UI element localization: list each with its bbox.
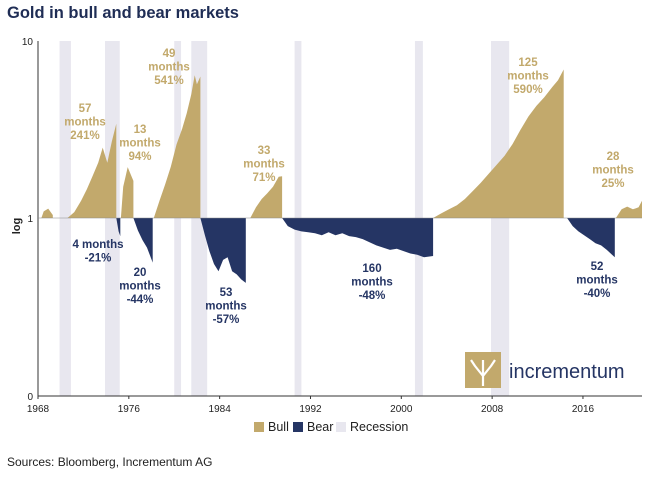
annotation-7-line-1: months bbox=[351, 277, 393, 289]
annotation-6-line-1: months bbox=[243, 159, 285, 171]
legend-label-recession: Recession bbox=[350, 420, 409, 434]
bull-area-5 bbox=[153, 75, 201, 218]
x-tick-label-2016: 2016 bbox=[572, 404, 595, 415]
annotation-8-line-1: months bbox=[507, 71, 549, 83]
bear-area-6 bbox=[200, 218, 246, 283]
x-tick-label-1976: 1976 bbox=[118, 404, 141, 415]
y-tick-label-1: 1 bbox=[27, 214, 33, 225]
annotation-2-line-1: months bbox=[119, 138, 161, 150]
annotation-3-line-1: months bbox=[119, 281, 161, 293]
annotation-5-line-0: 53 bbox=[220, 287, 233, 299]
annotation-2-line-0: 13 bbox=[134, 124, 147, 136]
chart-title: Gold in bull and bear markets bbox=[7, 4, 239, 22]
legend-item-bull: Bull bbox=[254, 420, 289, 434]
recession-band-6 bbox=[491, 41, 510, 396]
legend-swatch-recession bbox=[336, 422, 346, 432]
annotation-10-line-0: 28 bbox=[607, 151, 620, 163]
y-tick-label-0: 0 bbox=[27, 392, 33, 403]
annotation-6-line-2: 71% bbox=[252, 172, 275, 184]
annotation-9-line-0: 52 bbox=[591, 261, 604, 273]
bear-area-10 bbox=[567, 218, 615, 258]
x-tick-label-2000: 2000 bbox=[390, 404, 413, 415]
bear-area-2 bbox=[116, 218, 121, 237]
bull-area-11 bbox=[615, 200, 642, 218]
annotation-10-line-1: months bbox=[592, 165, 634, 177]
annotation-4-line-2: 541% bbox=[154, 75, 183, 87]
y-tick-label-10: 10 bbox=[22, 37, 34, 48]
x-tick-label-1968: 1968 bbox=[27, 404, 50, 415]
legend-label-bull: Bull bbox=[268, 420, 289, 434]
legend-label-bear: Bear bbox=[307, 420, 334, 434]
logo-text: incrementum bbox=[509, 361, 625, 383]
bear-area-4 bbox=[133, 218, 153, 263]
annotation-0-line-2: 241% bbox=[70, 130, 99, 142]
legend-swatch-bull bbox=[254, 422, 264, 432]
bull-area-0 bbox=[41, 208, 53, 218]
annotation-10-line-2: 25% bbox=[601, 178, 624, 190]
annotation-8-line-0: 125 bbox=[518, 57, 538, 69]
incrementum-tree-logo-icon bbox=[470, 359, 496, 386]
annotation-5-line-1: months bbox=[205, 301, 247, 313]
annotation-4-line-0: 49 bbox=[163, 48, 176, 60]
annotation-3-line-2: -44% bbox=[127, 294, 154, 306]
bull-area-3 bbox=[120, 167, 134, 218]
bull-area-7 bbox=[250, 176, 283, 218]
y-axis-label: log bbox=[11, 218, 23, 235]
annotation-7-line-0: 160 bbox=[362, 263, 381, 275]
annotation-4-line-1: months bbox=[148, 62, 190, 74]
x-tick-label-2008: 2008 bbox=[481, 404, 504, 415]
annotation-1-line-1: -21% bbox=[85, 253, 112, 265]
annotation-5-line-2: -57% bbox=[213, 314, 240, 326]
recession-band-2 bbox=[174, 41, 182, 396]
x-tick-label-1992: 1992 bbox=[299, 404, 322, 415]
annotation-7-line-2: -48% bbox=[359, 290, 386, 302]
annotation-9-line-1: months bbox=[576, 275, 618, 287]
legend-item-recession: Recession bbox=[336, 420, 408, 434]
bull-area-9 bbox=[433, 69, 564, 218]
legend-item-bear: Bear bbox=[293, 420, 333, 434]
annotation-9-line-2: -40% bbox=[584, 288, 611, 300]
bear-area-8 bbox=[282, 218, 434, 258]
recession-band-0 bbox=[59, 41, 71, 396]
annotation-1-line-0: 4 months bbox=[72, 239, 123, 251]
source-note: Sources: Bloomberg, Incrementum AG bbox=[7, 455, 213, 469]
annotation-3-line-0: 20 bbox=[134, 267, 147, 279]
annotation-8-line-2: 590% bbox=[513, 84, 542, 96]
bull-area-1 bbox=[61, 123, 117, 218]
annotation-2-line-2: 94% bbox=[128, 151, 151, 163]
legend-swatch-bear bbox=[293, 422, 303, 432]
legend: Bull Bear Recession bbox=[0, 420, 648, 438]
annotation-0-line-0: 57 bbox=[79, 103, 92, 115]
annotation-0-line-1: months bbox=[64, 117, 106, 129]
x-tick-label-1984: 1984 bbox=[209, 404, 232, 415]
annotation-6-line-0: 33 bbox=[258, 145, 271, 157]
